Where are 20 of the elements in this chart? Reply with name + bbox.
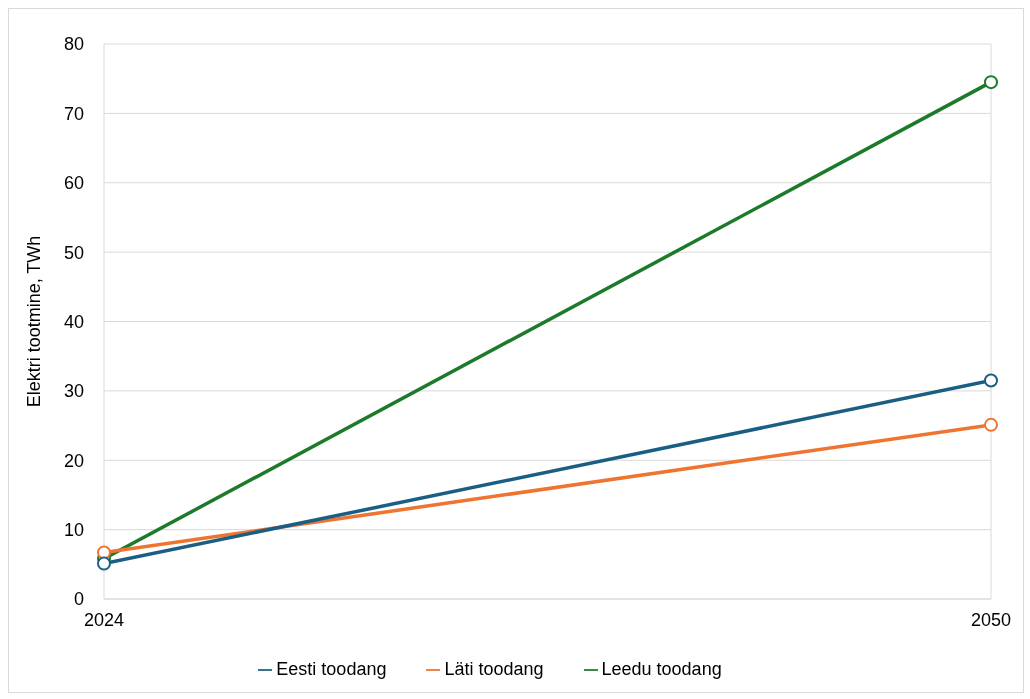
point (97, 545, 111, 560)
y-tick-label: 30 (63, 381, 84, 402)
point (984, 417, 998, 432)
point (97, 556, 111, 571)
y-axis-title: Elektri tootmine, TWh (24, 235, 45, 408)
point (984, 373, 998, 388)
y-tick-label: 70 (63, 103, 84, 124)
point (984, 75, 998, 90)
y-tick-label: 20 (63, 450, 84, 471)
legend-label: Eesti toodang (276, 659, 387, 679)
x-tick-label: 2050 (970, 609, 1012, 630)
y-tick-label: 0 (73, 589, 84, 610)
legend-label: Leedu toodang (601, 659, 722, 679)
x-tick-label: 2024 (83, 609, 125, 630)
y-tick-label: 10 (63, 520, 84, 541)
legend-label: Läti toodang (444, 659, 544, 679)
y-tick-label: 50 (63, 242, 84, 263)
y-tick-label: 40 (63, 311, 84, 332)
y-tick-label: 80 (63, 34, 84, 55)
y-tick-label: 60 (63, 173, 84, 194)
